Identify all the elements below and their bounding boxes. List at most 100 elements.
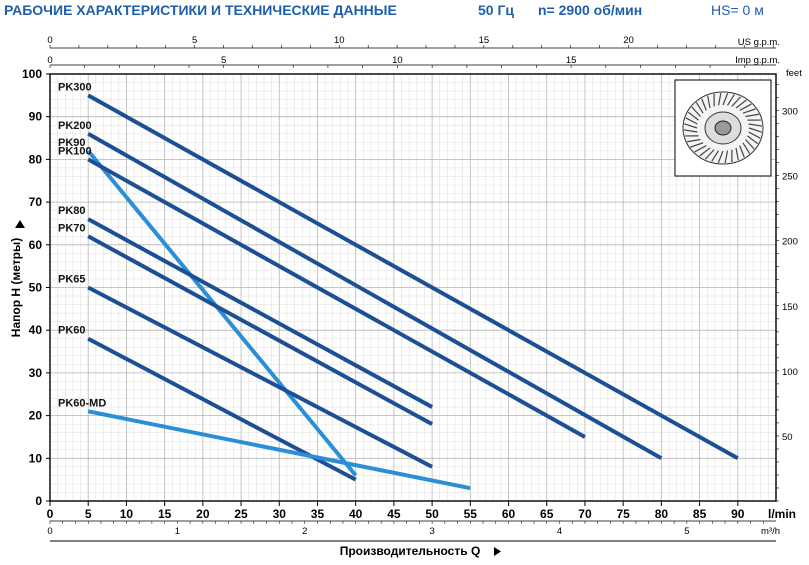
imp-gpm-tick-label: 10 <box>392 55 403 66</box>
impeller-vane <box>685 117 698 125</box>
imp-gpm-tick-label: 0 <box>47 55 52 66</box>
impeller-vane <box>707 95 711 109</box>
impeller-vane <box>748 131 761 139</box>
impeller-vane <box>704 149 715 160</box>
series-label-pk70: PK70 <box>58 222 86 234</box>
series-label-pk60-md: PK60-MD <box>58 397 106 409</box>
page-title: РАБОЧИЕ ХАРАКТЕРИСТИКИ И ТЕХНИЧЕСКИЕ ДАН… <box>4 2 397 18</box>
y-tick-label: 40 <box>29 323 43 337</box>
series-label-pk200: PK200 <box>58 120 92 132</box>
axes: 0 5 10 15 20 25 30 35 40 45 50 55 60 65 70 75 80 85 90 l/mi… <box>9 35 802 558</box>
impeller-vane <box>745 113 759 118</box>
y-tick-label: 60 <box>29 238 43 252</box>
us-gpm-tick-label: 15 <box>479 35 490 46</box>
x-tick-label: 70 <box>578 507 592 521</box>
impeller-vane <box>735 147 739 161</box>
hs-label: HS= 0 м <box>711 2 764 18</box>
feet-tick-label: 300 <box>782 107 798 118</box>
x-tick-label: 80 <box>655 507 669 521</box>
m3h-tick-label: 1 <box>175 526 180 537</box>
impeller-vane <box>739 103 752 111</box>
impeller-vane <box>684 123 698 129</box>
impeller-vane <box>717 150 724 163</box>
impeller-vane <box>699 147 711 157</box>
impeller-vane <box>694 145 707 153</box>
m3h-label: m³/h <box>761 526 780 537</box>
x-tick-label: 25 <box>234 507 248 521</box>
series-label-pk300: PK300 <box>58 81 92 93</box>
impeller-vane <box>742 142 751 154</box>
impeller-vane <box>731 96 742 107</box>
m3h-tick-label: 4 <box>557 526 562 537</box>
series-line-pk60-md <box>87 409 471 491</box>
imp-gpm-tick-label: 15 <box>566 55 577 66</box>
series-line-pk300 <box>87 93 739 461</box>
x-axis-arrow-icon <box>494 547 501 556</box>
m3h-tick-label: 3 <box>429 526 434 537</box>
impeller-vane <box>739 145 745 158</box>
series-label-pk65: PK65 <box>58 274 86 286</box>
x-tick-label: 20 <box>196 507 210 521</box>
impeller-vane <box>691 106 701 117</box>
impeller-vane <box>748 123 763 127</box>
impeller-icon <box>674 79 772 177</box>
series-line-pk100 <box>87 157 586 439</box>
y-tick-label: 30 <box>29 366 43 380</box>
impeller-vane <box>701 98 707 111</box>
x-tick-label: 60 <box>502 507 516 521</box>
feet-tick-label: 200 <box>782 237 798 248</box>
y-tick-label: 10 <box>29 451 43 465</box>
x-tick-label: 35 <box>311 507 325 521</box>
series-label-pk60: PK60 <box>58 325 86 337</box>
impeller-vane <box>735 99 747 109</box>
series-label-pk100: PK100 <box>58 145 92 157</box>
impeller-vane <box>727 94 735 106</box>
x-tick-label: 65 <box>540 507 554 521</box>
us-gpm-tick-label: 20 <box>623 35 634 46</box>
feet-tick-label: 100 <box>782 367 798 378</box>
impeller-vane <box>724 150 729 164</box>
x-tick-label: 45 <box>387 507 401 521</box>
series-line-pk200 <box>87 132 663 461</box>
imp-gpm-label: Imp g.p.m. <box>735 55 780 66</box>
y-tick-label: 20 <box>29 409 43 423</box>
impeller-vane <box>683 129 698 133</box>
us-gpm-label: US g.p.m. <box>738 37 780 48</box>
x-tick-label: 15 <box>158 507 172 521</box>
impeller-vane <box>748 127 762 133</box>
y-tick-label: 70 <box>29 195 43 209</box>
series-lines <box>86 93 739 491</box>
series-line-pk70 <box>87 234 434 426</box>
x-tick-label: 55 <box>464 507 478 521</box>
impeller-shaft <box>714 120 732 136</box>
series-label-pk90: PK90 <box>58 137 86 149</box>
y-tick-label: 50 <box>29 281 43 295</box>
series-label-pk80: PK80 <box>58 205 86 217</box>
feet-label: feet <box>786 68 802 79</box>
x-tick-label: 0 <box>47 507 54 521</box>
speed-label: n= 2900 об/мин <box>538 2 643 18</box>
us-gpm-tick-label: 5 <box>192 35 197 46</box>
us-gpm-tick-label: 10 <box>334 35 345 46</box>
feet-tick-label: 150 <box>782 302 798 313</box>
x-tick-label: 85 <box>693 507 707 521</box>
impeller-vane <box>687 138 701 143</box>
y-tick-label: 0 <box>35 494 42 508</box>
impeller-vane <box>722 93 729 106</box>
series-line-pk65 <box>87 285 434 469</box>
impeller-vane <box>695 102 704 114</box>
feet-tick-label: 50 <box>782 432 793 443</box>
y-axis-arrow-icon <box>15 220 25 228</box>
m3h-tick-label: 2 <box>302 526 307 537</box>
x-tick-label: 40 <box>349 507 363 521</box>
series-line-pk90 <box>86 149 358 477</box>
grid <box>49 73 777 502</box>
x-unit-label: l/min <box>768 507 796 521</box>
y-tick-label: 100 <box>22 67 42 81</box>
x-tick-label: 30 <box>273 507 287 521</box>
y-tick-label: 80 <box>29 152 43 166</box>
impeller-vane <box>745 139 755 150</box>
impeller-vane <box>742 108 756 114</box>
